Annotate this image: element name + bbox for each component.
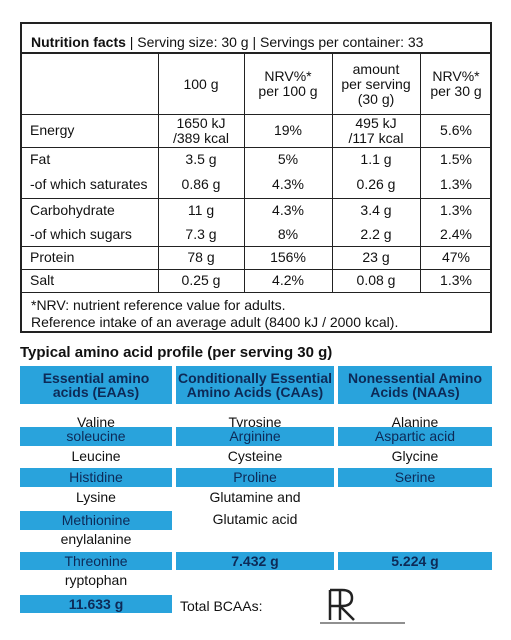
cell: 7.3 g: [185, 225, 217, 242]
amino-header: Nonessential Amino Acids (NAAs): [338, 366, 492, 404]
column-header: NRV%* per 30 g: [430, 68, 482, 99]
rule: [20, 198, 492, 199]
nutrition-box: [20, 22, 492, 333]
amino-cell: enylalanine: [60, 531, 132, 547]
cell: 1.3%: [440, 272, 472, 288]
rule: [20, 269, 492, 270]
amino-cell: Glutamine and: [209, 489, 301, 505]
amino-cell: Proline: [176, 468, 334, 487]
cell: 0.08 g: [356, 272, 396, 288]
amino-cell: Alanine: [391, 413, 439, 430]
cell: 2.2 g: [360, 225, 392, 242]
cell: 495 kJ /117 kcal: [348, 114, 404, 146]
amino-cell: Serine: [338, 468, 492, 487]
row-label: Protein: [30, 249, 75, 265]
cell: 5.6%: [440, 122, 472, 138]
column-header: amount per serving (30 g): [341, 60, 411, 107]
row-label: Salt: [30, 272, 55, 288]
rule: [20, 246, 492, 247]
rule: [20, 52, 492, 54]
cell: 1650 kJ /389 kcal: [172, 114, 230, 146]
cell: 0.26 g: [356, 176, 396, 192]
amino-cell: Lysine: [76, 489, 116, 505]
cell: 47%: [441, 249, 471, 265]
cell: 78 g: [187, 249, 215, 265]
cell: 19%: [273, 122, 303, 138]
amino-cell: Glycine: [391, 448, 439, 464]
cell: 4.3%: [272, 201, 304, 218]
amino-cell: Threonine: [20, 552, 172, 570]
cell: 23 g: [362, 249, 390, 265]
cell: 156%: [270, 249, 306, 265]
nutrition-title: Nutrition facts: [31, 34, 126, 50]
amino-cell: ryptophan: [64, 572, 128, 588]
cell: 3.4 g: [360, 201, 392, 218]
cell: 11 g: [187, 201, 215, 218]
column-rule: [158, 52, 159, 292]
amino-cell: Aspartic acid: [338, 427, 492, 446]
amino-cell: soleucine: [20, 427, 172, 446]
amino-title: Typical amino acid profile (per serving …: [20, 344, 333, 361]
cell: 8%: [277, 225, 299, 242]
cell: 1.3%: [440, 201, 472, 218]
amino-cell: Glutamic acid: [212, 511, 298, 527]
amino-cell: Methionine: [20, 511, 172, 530]
nutrition-subtitle: | Serving size: 30 g | Servings per cont…: [129, 34, 424, 50]
logo: [320, 588, 405, 624]
amino-cell: Total BCAAs:: [180, 598, 263, 614]
cell: 1.5%: [440, 150, 472, 167]
cell: 0.25 g: [181, 272, 221, 288]
column-rule: [332, 52, 333, 292]
amino-cell: Valine: [77, 413, 115, 430]
cell: 5%: [277, 150, 299, 167]
cell: 1.3%: [440, 176, 472, 192]
amino-cell: Histidine: [20, 468, 172, 487]
column-rule: [420, 52, 421, 292]
amino-cell: Leucine: [71, 448, 121, 464]
cell: 0.86 g: [181, 176, 221, 192]
amino-cell: Tyrosine: [228, 413, 282, 430]
amino-header: Conditionally Essential Amino Acids (CAA…: [176, 366, 334, 404]
footnote: *NRV: nutrient reference value for adult…: [31, 297, 398, 331]
row-label: Energy: [30, 122, 75, 138]
cell: 3.5 g: [185, 150, 217, 167]
footnote-line: *NRV: nutrient reference value for adult…: [31, 297, 286, 313]
row-label: Fat: [30, 150, 51, 167]
cell: 1.1 g: [360, 150, 392, 167]
amino-cell: Cysteine: [227, 448, 283, 464]
rule: [20, 292, 492, 293]
amino-header: Essential amino acids (EAAs): [20, 366, 172, 404]
cell: 4.2%: [272, 272, 304, 288]
amino-cell: Arginine: [176, 427, 334, 446]
column-header: 100 g: [183, 75, 219, 92]
row-label: Carbohydrate: [30, 201, 115, 218]
column-header: NRV%* per 100 g: [258, 68, 318, 99]
cell: 4.3%: [272, 176, 304, 192]
column-rule: [244, 52, 245, 292]
row-label: -of which sugars: [30, 225, 132, 242]
row-label: -of which saturates: [30, 176, 148, 192]
rule: [20, 147, 492, 148]
amino-cell: 7.432 g: [176, 552, 334, 570]
nutrition-header: Nutrition facts | Serving size: 30 g | S…: [31, 34, 423, 50]
amino-cell: 11.633 g: [20, 595, 172, 613]
cell: 2.4%: [440, 225, 472, 242]
rule: [20, 114, 492, 115]
amino-cell: 5.224 g: [338, 552, 492, 570]
footnote-line: Reference intake of an average adult (84…: [31, 314, 399, 330]
